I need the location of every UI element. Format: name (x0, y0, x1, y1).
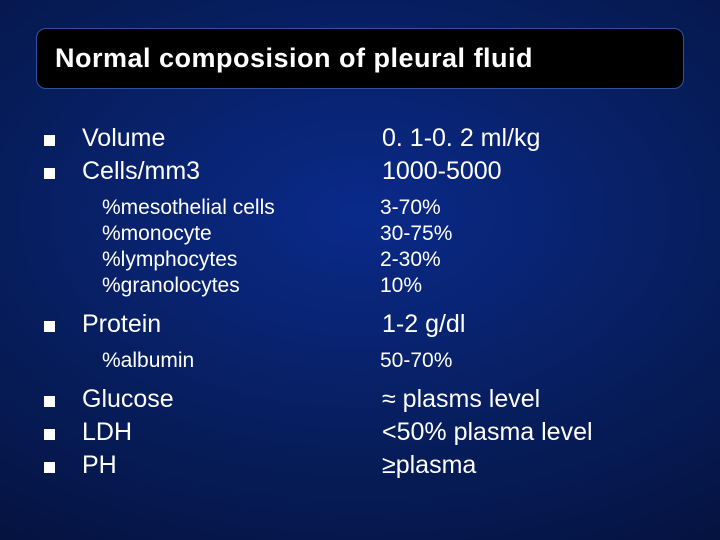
bullet-col (36, 418, 82, 447)
sub-list-item: %mesothelial cells3-70% (36, 196, 684, 220)
item-value: 3-70% (362, 196, 684, 220)
square-bullet-icon (44, 135, 55, 146)
item-label: %lymphocytes (82, 248, 362, 272)
item-value: <50% plasma level (382, 418, 684, 447)
square-bullet-icon (44, 429, 55, 440)
square-bullet-icon (44, 321, 55, 332)
item-value: 10% (362, 274, 684, 298)
item-label: %granolocytes (82, 274, 362, 298)
item-value: ≥plasma (382, 451, 684, 480)
item-label: Cells/mm3 (82, 157, 382, 186)
item-value: 50-70% (362, 349, 684, 373)
spacer (36, 341, 684, 347)
title-box: Normal composision of pleural fluid (36, 28, 684, 89)
item-value: 2-30% (362, 248, 684, 272)
item-value: 0. 1-0. 2 ml/kg (382, 124, 684, 153)
spacer (36, 188, 684, 194)
item-label: Volume (82, 124, 382, 153)
spacer (36, 300, 684, 306)
sub-list-item: %monocyte30-75% (36, 222, 684, 246)
list-item: PH≥plasma (36, 451, 684, 480)
item-label: Protein (82, 310, 382, 339)
content-area: Volume0. 1-0. 2 ml/kgCells/mm31000-5000%… (36, 120, 684, 520)
item-label: LDH (82, 418, 382, 447)
item-value: 1000-5000 (382, 157, 684, 186)
slide-title: Normal composision of pleural fluid (55, 43, 665, 74)
item-label: %monocyte (82, 222, 362, 246)
item-value: 1-2 g/dl (382, 310, 684, 339)
list-item: Protein1-2 g/dl (36, 310, 684, 339)
item-value: ≈ plasms level (382, 385, 684, 414)
square-bullet-icon (44, 462, 55, 473)
bullet-col (36, 310, 82, 339)
list-item: Cells/mm31000-5000 (36, 157, 684, 186)
sub-list-item: %lymphocytes2-30% (36, 248, 684, 272)
bullet-col (36, 157, 82, 186)
item-label: Glucose (82, 385, 382, 414)
square-bullet-icon (44, 396, 55, 407)
bullet-col (36, 385, 82, 414)
spacer (36, 375, 684, 381)
item-label: %mesothelial cells (82, 196, 362, 220)
bullet-col (36, 451, 82, 480)
sub-list-item: %granolocytes10% (36, 274, 684, 298)
list-item: Glucose≈ plasms level (36, 385, 684, 414)
item-label: %albumin (82, 349, 362, 373)
item-label: PH (82, 451, 382, 480)
item-value: 30-75% (362, 222, 684, 246)
list-item: Volume0. 1-0. 2 ml/kg (36, 124, 684, 153)
list-item: LDH<50% plasma level (36, 418, 684, 447)
square-bullet-icon (44, 168, 55, 179)
bullet-col (36, 124, 82, 153)
sub-list-item: %albumin50-70% (36, 349, 684, 373)
